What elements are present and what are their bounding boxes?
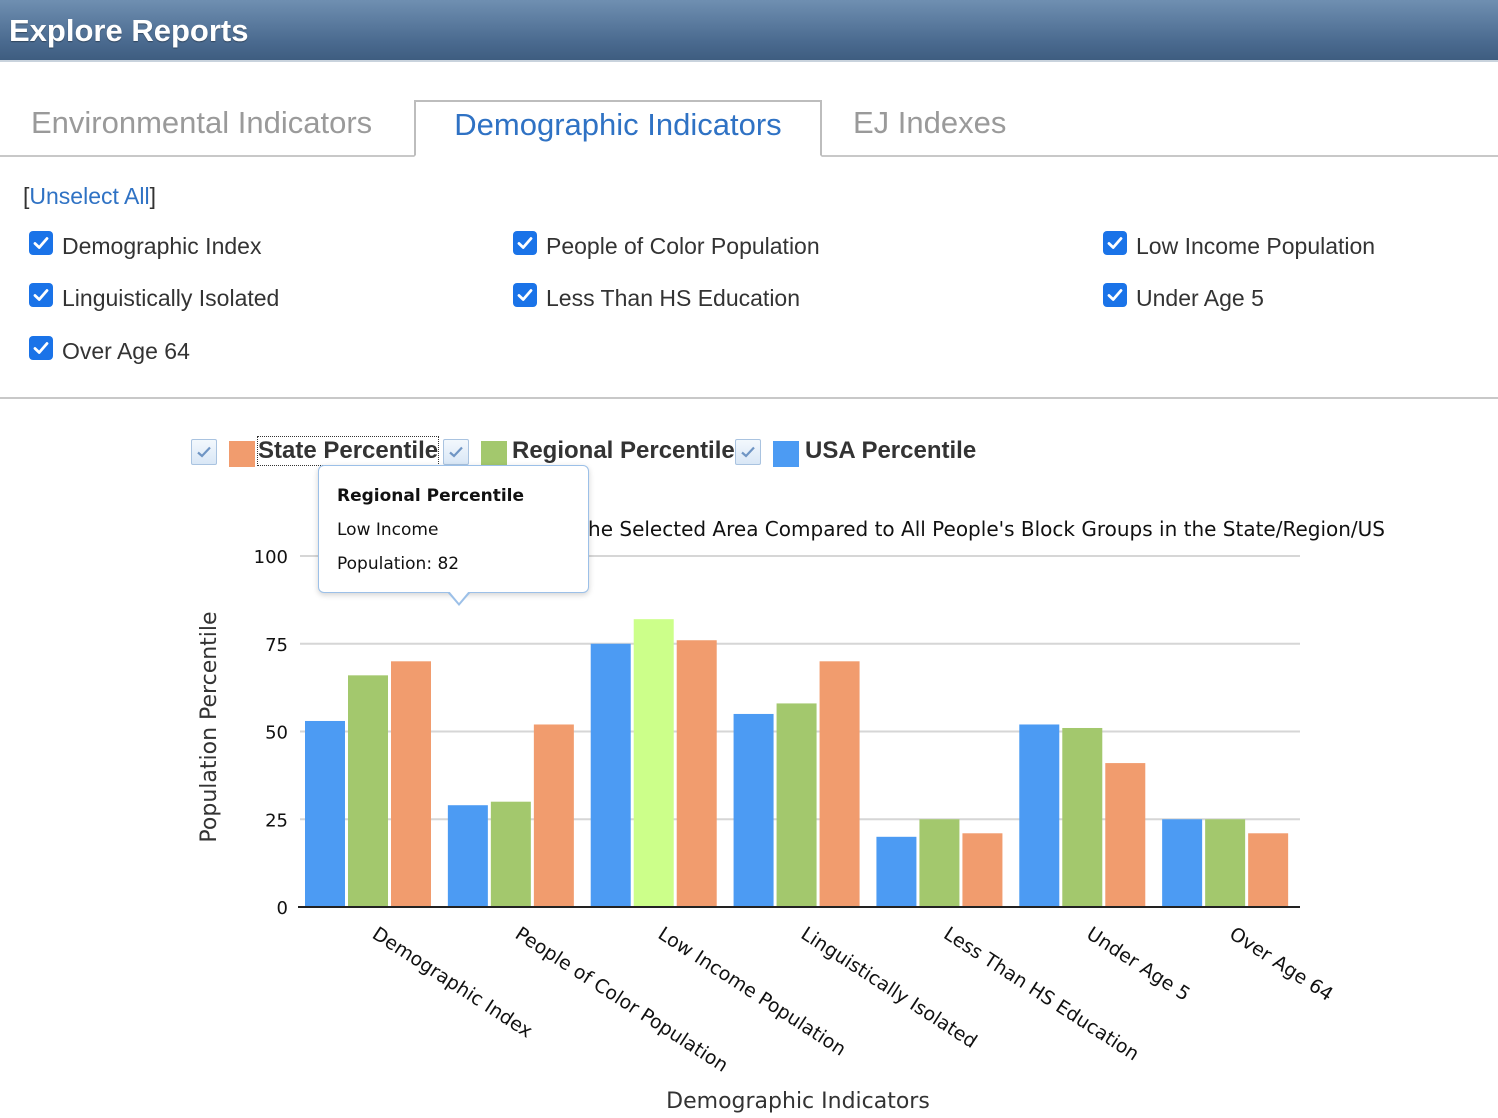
check-icon (449, 446, 463, 458)
bar-state-percentile (1105, 763, 1146, 907)
bar-regional-percentile (776, 703, 817, 907)
tooltip-line-2: Population: 82 (337, 554, 460, 574)
option-label: Under Age 5 (1136, 285, 1264, 311)
unselect-all-control: [Unselect All] (23, 183, 156, 209)
bar-usa-percentile (305, 720, 345, 907)
legend-regional-swatch (481, 441, 507, 467)
bar-state-percentile (391, 661, 431, 907)
legend-state-label[interactable]: State Percentile (256, 436, 440, 466)
page-title: Explore Reports (9, 13, 249, 48)
tooltip-title: Regional Percentile (337, 486, 525, 506)
legend-usa-swatch (773, 441, 799, 467)
bar-state-percentile (1248, 833, 1289, 907)
tab-demographic-indicators[interactable]: Demographic Indicators (414, 100, 822, 157)
bar-state-percentile (533, 724, 574, 907)
legend-regional-toggle[interactable] (443, 439, 469, 465)
y-tick-label: 0 (277, 898, 288, 919)
option-label: Low Income Population (1136, 233, 1376, 259)
legend-usa-label[interactable]: USA Percentile (805, 437, 977, 464)
y-axis-title: Population Percentile (197, 611, 222, 842)
bar-usa-percentile (733, 713, 774, 907)
option-label: Over Age 64 (62, 338, 190, 364)
legend-state-toggle[interactable] (191, 439, 217, 465)
bar-usa-percentile (1162, 819, 1203, 907)
check-icon (741, 446, 755, 458)
bar-usa-percentile (1019, 724, 1060, 907)
checkbox-checked-icon[interactable] (29, 231, 53, 255)
y-tick-label: 100 (254, 547, 288, 568)
unselect-all-link[interactable]: Unselect All (29, 183, 150, 209)
checkbox-checked-icon[interactable] (1103, 283, 1127, 307)
check-icon (197, 446, 211, 458)
bar-chart: r the Selected Area Compared to All Peop… (197, 517, 1385, 1114)
legend-usa-toggle[interactable] (735, 439, 761, 465)
y-tick-label: 25 (265, 810, 288, 831)
x-tick-label: Over Age 64 (1225, 923, 1337, 1006)
bar-state-percentile (819, 661, 860, 907)
chart-tooltip: Regional Percentile Low Income Populatio… (318, 465, 589, 606)
option-label: Linguistically Isolated (62, 285, 280, 311)
bar-regional-percentile (633, 619, 674, 907)
checkbox-checked-icon[interactable] (1103, 231, 1127, 255)
section-divider (0, 397, 1498, 399)
option-label: People of Color Population (546, 233, 820, 259)
checkbox-checked-icon[interactable] (513, 283, 537, 307)
bar-regional-percentile (490, 801, 531, 907)
checkbox-checked-icon[interactable] (513, 231, 537, 255)
bar-state-percentile (962, 833, 1003, 907)
tooltip-pointer-inner (449, 591, 469, 603)
bar-regional-percentile (919, 819, 960, 907)
bar-regional-percentile (348, 675, 388, 907)
tab-bar: Environmental Indicators Demographic Ind… (0, 100, 1498, 157)
bar-state-percentile (676, 640, 717, 907)
x-tick-label: Under Age 5 (1083, 923, 1194, 1006)
bar-usa-percentile (590, 643, 631, 907)
tab-ej-indexes[interactable]: EJ Indexes (853, 105, 1007, 140)
legend-state-swatch (229, 441, 255, 467)
y-tick-label: 50 (265, 723, 288, 744)
title-bar: Explore Reports (0, 0, 1498, 62)
bar-usa-percentile (447, 805, 488, 907)
bar-regional-percentile (1062, 727, 1103, 907)
legend-regional-label[interactable]: Regional Percentile (512, 437, 735, 464)
y-tick-label: 75 (265, 635, 288, 656)
x-axis-title: Demographic Indicators (666, 1089, 930, 1114)
option-label: Less Than HS Education (546, 285, 801, 311)
tooltip-line-1: Low Income (337, 520, 439, 540)
bar-regional-percentile (1205, 819, 1246, 907)
option-label: Demographic Index (62, 233, 262, 259)
checkbox-checked-icon[interactable] (29, 283, 53, 307)
tab-environmental-indicators[interactable]: Environmental Indicators (31, 105, 373, 140)
chart-title: r the Selected Area Compared to All Peop… (566, 517, 1385, 541)
bar-usa-percentile (876, 836, 917, 907)
checkbox-checked-icon[interactable] (29, 336, 53, 360)
